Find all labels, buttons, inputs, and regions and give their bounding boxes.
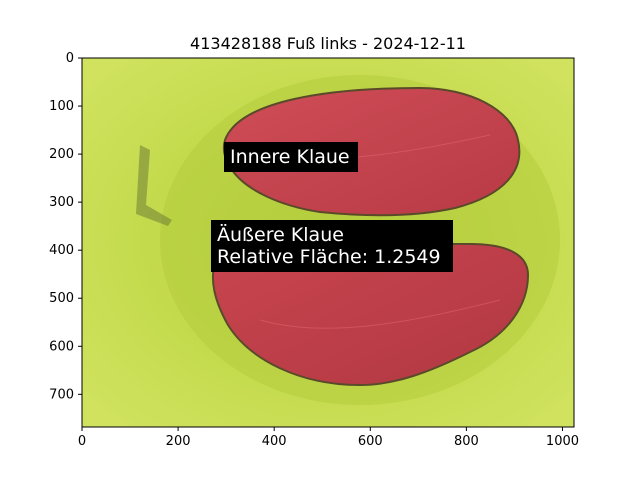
- figure-title: 413428188 Fuß links - 2024-12-11: [190, 34, 466, 53]
- inner-claw-label: Innere Klaue: [230, 146, 350, 168]
- inner-claw-label-box: [224, 142, 358, 172]
- relative-area-label: Relative Fläche: 1.2549: [217, 246, 441, 268]
- y-tick-label: 0: [66, 51, 74, 66]
- x-axis: 0 200 400 600 800 1000: [78, 427, 579, 449]
- outer-claw-label-box: [211, 220, 453, 272]
- y-tick-label: 500: [49, 291, 74, 306]
- x-tick-label: 1000: [546, 434, 579, 449]
- inner-claw: [222, 86, 521, 217]
- y-tick-label: 100: [49, 99, 74, 114]
- y-tick-label: 300: [49, 195, 74, 210]
- y-tick-label: 600: [49, 339, 74, 354]
- y-axis: 0 100 200 300 400 500 600 700: [49, 51, 82, 402]
- x-tick-label: 600: [358, 434, 383, 449]
- y-tick-label: 200: [49, 147, 74, 162]
- outer-claw-label: Äußere Klaue: [217, 223, 344, 246]
- mat-marking: [136, 145, 172, 226]
- x-tick-label: 0: [78, 434, 86, 449]
- x-tick-label: 200: [166, 434, 191, 449]
- y-tick-label: 700: [49, 387, 74, 402]
- x-tick-label: 400: [262, 434, 287, 449]
- y-tick-label: 400: [49, 243, 74, 258]
- plot-frame: [81, 57, 575, 428]
- x-tick-label: 800: [454, 434, 479, 449]
